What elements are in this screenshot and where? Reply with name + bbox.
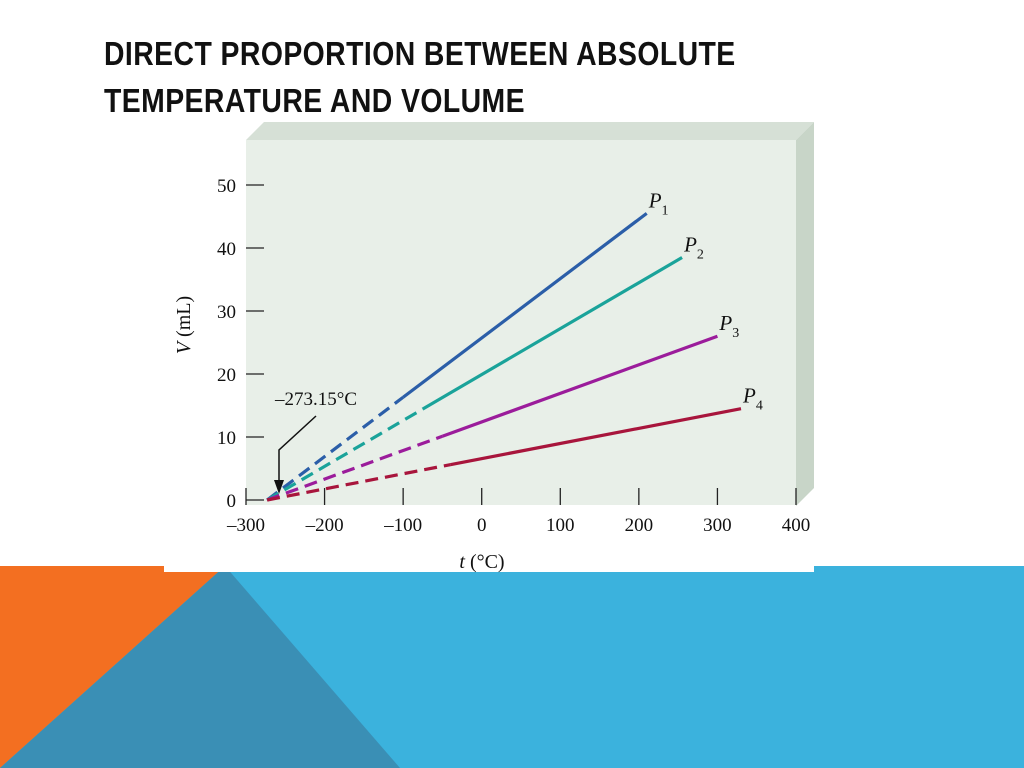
series-p2-extrapolated bbox=[266, 407, 424, 502]
x-tick-label: 300 bbox=[703, 515, 732, 536]
y-axis: 0 10 20 30 40 50 bbox=[217, 176, 264, 512]
absolute-zero-arrow-head bbox=[274, 480, 284, 494]
plot-area bbox=[246, 140, 796, 505]
y-tick-label: 10 bbox=[217, 428, 236, 449]
slide-title: DIRECT PROPORTION BETWEEN ABSOLUTE TEMPE… bbox=[104, 35, 736, 119]
absolute-zero-arrow-line bbox=[278, 415, 317, 482]
series-label-p4: P4 bbox=[742, 384, 763, 414]
x-tick-label: 100 bbox=[546, 515, 575, 536]
series-p4-line bbox=[449, 407, 742, 467]
series-p3-line bbox=[441, 334, 718, 438]
panel-top-bevel bbox=[246, 122, 814, 140]
y-tick-label: 40 bbox=[217, 239, 236, 260]
y-tick-label: 50 bbox=[217, 176, 236, 197]
series-p3-extrapolated bbox=[266, 434, 443, 502]
x-axis-title: t (°C) bbox=[459, 551, 504, 573]
series-label-p3: P3 bbox=[718, 311, 739, 341]
series-lines bbox=[266, 212, 742, 502]
series-p1-extrapolated bbox=[266, 395, 405, 502]
y-tick-label: 20 bbox=[217, 365, 236, 386]
x-tick-label: –200 bbox=[305, 515, 344, 536]
series-p4-extrapolated bbox=[266, 463, 451, 502]
series-label-p2: P2 bbox=[683, 232, 704, 262]
series-label-p1: P1 bbox=[648, 188, 669, 218]
panel-right-side bbox=[796, 122, 814, 506]
absolute-zero-annotation: –273.15°C bbox=[274, 389, 357, 410]
y-axis-title: V (mL) bbox=[173, 296, 195, 354]
x-tick-label: –300 bbox=[226, 515, 265, 536]
x-axis: –300 –200 –100 0 100 200 300 400 bbox=[226, 488, 810, 536]
series-p2-line bbox=[421, 256, 683, 411]
x-tick-label: 0 bbox=[477, 515, 487, 536]
y-tick-label: 30 bbox=[217, 302, 236, 323]
series-p1-line bbox=[402, 212, 648, 399]
y-tick-label: 0 bbox=[227, 491, 237, 512]
x-tick-label: 200 bbox=[625, 515, 654, 536]
decor-steel-triangle bbox=[0, 566, 400, 768]
x-tick-label: 400 bbox=[782, 515, 811, 536]
x-tick-label: –100 bbox=[383, 515, 422, 536]
series-labels: P1 P2 P3 P4 bbox=[648, 188, 763, 413]
